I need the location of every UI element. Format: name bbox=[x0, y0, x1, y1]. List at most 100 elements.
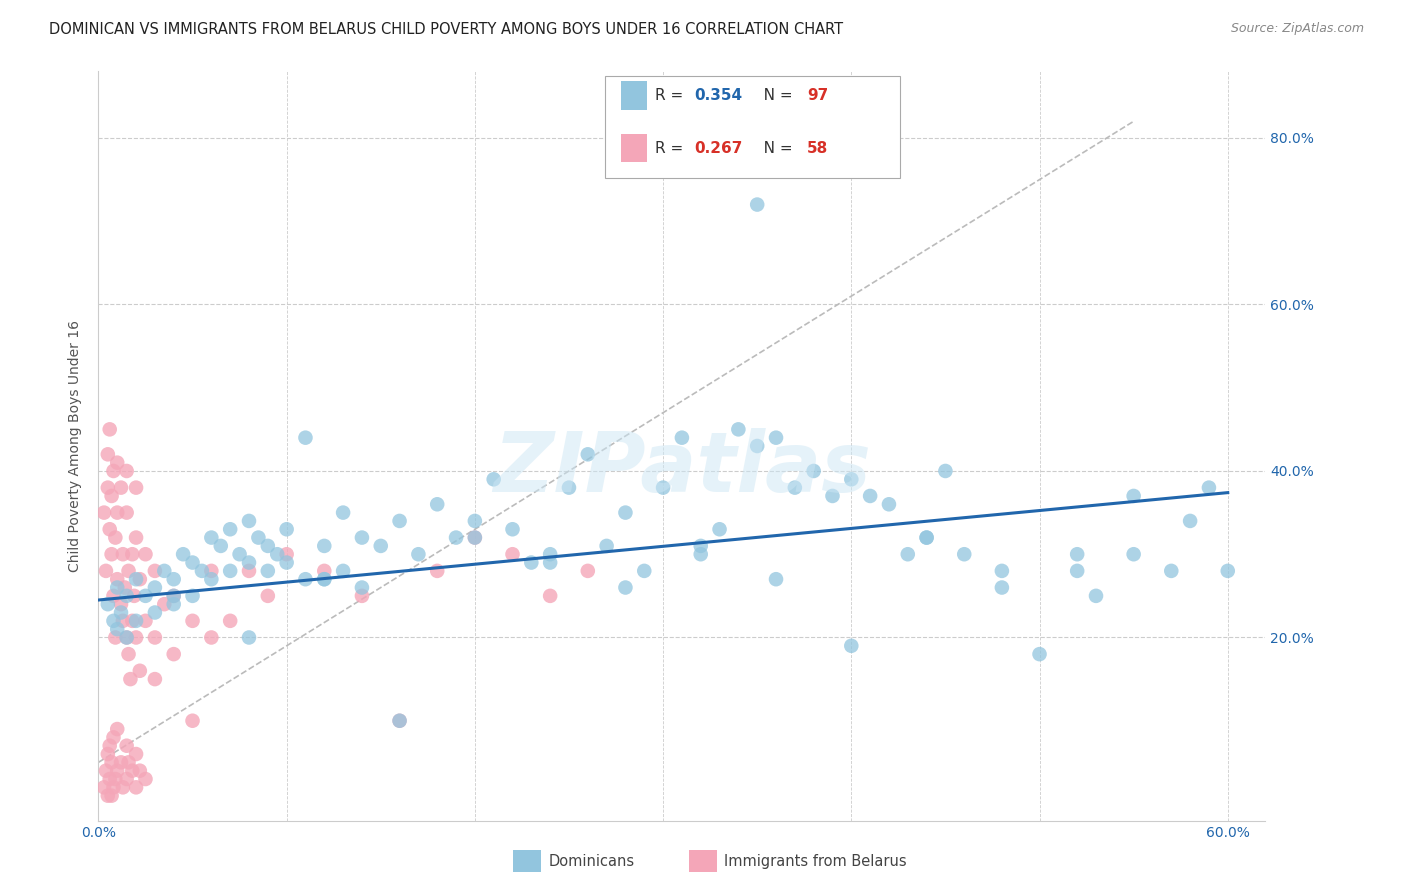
Point bbox=[163, 597, 186, 611]
Point bbox=[783, 481, 806, 495]
Point bbox=[114, 581, 136, 595]
Point bbox=[94, 764, 117, 778]
Point bbox=[125, 531, 148, 545]
Point bbox=[576, 564, 599, 578]
Point bbox=[163, 572, 186, 586]
Point bbox=[115, 739, 138, 753]
Point bbox=[294, 572, 316, 586]
Point bbox=[110, 481, 132, 495]
Point bbox=[689, 539, 711, 553]
Point bbox=[111, 614, 134, 628]
Point bbox=[238, 631, 260, 645]
Point bbox=[803, 464, 825, 478]
Point bbox=[115, 772, 138, 786]
Point bbox=[765, 572, 787, 586]
Point bbox=[153, 564, 176, 578]
Point bbox=[314, 572, 336, 586]
Point bbox=[143, 581, 166, 595]
Point bbox=[614, 581, 637, 595]
Text: 0.354: 0.354 bbox=[695, 88, 742, 103]
Point bbox=[97, 481, 120, 495]
Text: DOMINICAN VS IMMIGRANTS FROM BELARUS CHILD POVERTY AMONG BOYS UNDER 16 CORRELATI: DOMINICAN VS IMMIGRANTS FROM BELARUS CHI… bbox=[49, 22, 844, 37]
Point bbox=[821, 489, 844, 503]
Point bbox=[595, 539, 617, 553]
Point bbox=[163, 589, 186, 603]
Point bbox=[134, 547, 156, 561]
Y-axis label: Child Poverty Among Boys Under 16: Child Poverty Among Boys Under 16 bbox=[69, 320, 83, 572]
Point bbox=[314, 539, 336, 553]
Point bbox=[350, 581, 373, 595]
Point bbox=[143, 606, 166, 620]
Point bbox=[228, 547, 250, 561]
Point bbox=[859, 489, 882, 503]
Point bbox=[117, 756, 139, 770]
Point bbox=[388, 714, 411, 728]
Point bbox=[1178, 514, 1201, 528]
Point bbox=[1028, 647, 1050, 661]
Point bbox=[93, 506, 115, 520]
Point bbox=[143, 631, 166, 645]
Text: R =: R = bbox=[655, 88, 689, 103]
Point bbox=[991, 564, 1014, 578]
Point bbox=[122, 589, 145, 603]
Point bbox=[219, 522, 242, 536]
Point bbox=[105, 506, 128, 520]
Point bbox=[97, 789, 120, 803]
Point bbox=[652, 481, 675, 495]
Point bbox=[100, 756, 122, 770]
Point bbox=[163, 647, 186, 661]
Point bbox=[103, 464, 125, 478]
Point bbox=[520, 556, 543, 570]
Point bbox=[104, 631, 127, 645]
Point bbox=[426, 564, 449, 578]
Point bbox=[464, 514, 486, 528]
Point bbox=[276, 556, 298, 570]
Point bbox=[115, 464, 138, 478]
Text: N =: N = bbox=[749, 88, 797, 103]
Point bbox=[991, 581, 1014, 595]
Point bbox=[200, 564, 222, 578]
Point bbox=[689, 547, 711, 561]
Point bbox=[709, 522, 731, 536]
Point bbox=[105, 572, 128, 586]
Point bbox=[115, 631, 138, 645]
Point bbox=[181, 556, 204, 570]
Text: 0.267: 0.267 bbox=[695, 141, 742, 155]
Point bbox=[276, 547, 298, 561]
Point bbox=[1160, 564, 1182, 578]
Point bbox=[98, 522, 121, 536]
Point bbox=[125, 780, 148, 795]
Point bbox=[408, 547, 430, 561]
Point bbox=[172, 547, 194, 561]
Point bbox=[104, 531, 127, 545]
Point bbox=[388, 714, 411, 728]
Text: Source: ZipAtlas.com: Source: ZipAtlas.com bbox=[1230, 22, 1364, 36]
Point bbox=[115, 506, 138, 520]
Point bbox=[614, 506, 637, 520]
Point bbox=[294, 431, 316, 445]
Point bbox=[747, 197, 769, 211]
Point bbox=[100, 547, 122, 561]
Point bbox=[1066, 564, 1088, 578]
Point bbox=[120, 672, 142, 686]
Point bbox=[128, 572, 150, 586]
Point bbox=[94, 564, 117, 578]
Point bbox=[103, 589, 125, 603]
Point bbox=[128, 764, 150, 778]
Point bbox=[256, 564, 278, 578]
Point bbox=[897, 547, 920, 561]
Point bbox=[110, 597, 132, 611]
Point bbox=[839, 472, 862, 486]
Point bbox=[97, 747, 120, 761]
Point bbox=[877, 497, 900, 511]
Point bbox=[98, 772, 121, 786]
Point bbox=[538, 556, 561, 570]
Point bbox=[332, 564, 354, 578]
Point bbox=[117, 647, 139, 661]
Point bbox=[350, 589, 373, 603]
Point bbox=[200, 531, 222, 545]
Point bbox=[464, 531, 486, 545]
Point bbox=[121, 764, 143, 778]
Point bbox=[426, 497, 449, 511]
Point bbox=[200, 631, 222, 645]
